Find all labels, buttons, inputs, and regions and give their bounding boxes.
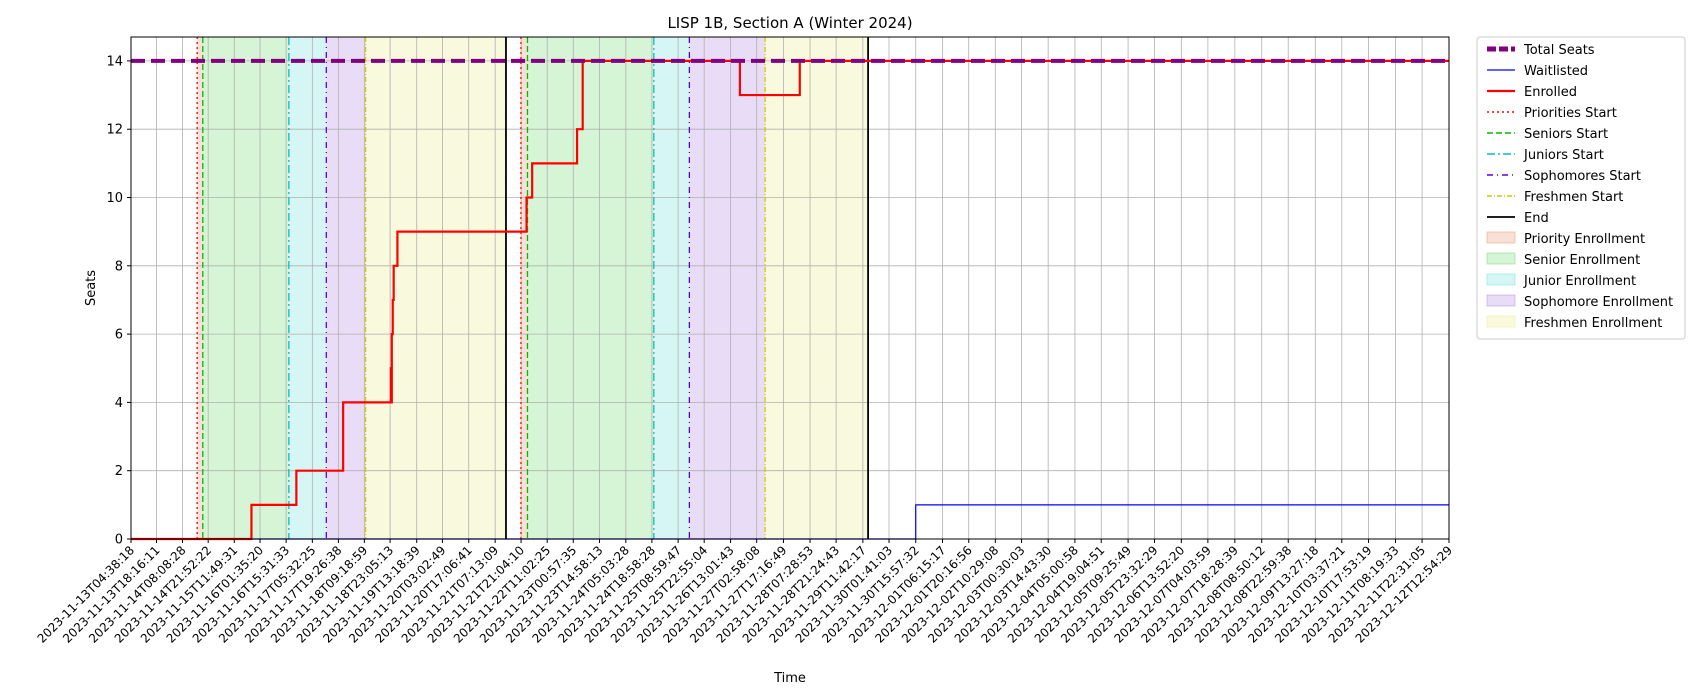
period-band-junior-enrollment-2: [653, 37, 690, 539]
legend-item: Senior Enrollment: [1486, 252, 1640, 268]
period-band-priority-enrollment-1: [197, 37, 203, 539]
legend-label: Enrolled: [1524, 85, 1577, 100]
plot-frame: [130, 36, 1450, 540]
y-tick-label: 2: [115, 464, 123, 479]
event-lines: [196, 37, 869, 539]
legend-box: [1476, 36, 1686, 340]
legend-label: Juniors Start: [1523, 148, 1604, 163]
y-tick-label: 14: [106, 54, 123, 69]
legend-item: Enrolled: [1487, 85, 1577, 100]
period-band-freshmen-enrollment-2: [765, 37, 869, 539]
chart-title: LISP 1B, Section A (Winter 2024): [667, 14, 912, 32]
legend: Total Seats Waitlisted Enrolled Priorities …: [1476, 36, 1686, 340]
legend-label: Sophomore Enrollment: [1524, 295, 1673, 310]
y-tick-label: 10: [106, 191, 123, 206]
legend-label: Sophomores Start: [1524, 169, 1641, 184]
legend-label: End: [1524, 211, 1549, 226]
legend-item: Seniors Start: [1487, 127, 1608, 142]
period-band-sophomore-enrollment-1: [326, 37, 366, 539]
legend-item: Junior Enrollment: [1486, 273, 1636, 289]
period-band-freshmen-enrollment-1: [365, 37, 506, 539]
legend-item: Sophomore Enrollment: [1486, 294, 1673, 310]
legend-item: Total Seats: [1487, 43, 1595, 58]
period-band-senior-enrollment-1: [202, 37, 289, 539]
legend-label: Total Seats: [1523, 43, 1595, 58]
y-axis-label: Seats: [84, 270, 99, 306]
legend-item: Freshmen Start: [1487, 190, 1623, 205]
legend-label: Senior Enrollment: [1524, 253, 1640, 268]
legend-label: Priority Enrollment: [1524, 232, 1645, 247]
legend-swatch-priority-enrollment: [1486, 231, 1516, 244]
legend-item: Juniors Start: [1487, 148, 1604, 163]
enrollment-periods: [197, 37, 869, 539]
legend-swatch-senior-enrollment: [1486, 252, 1516, 265]
legend-item: Freshmen Enrollment: [1486, 315, 1662, 331]
legend-label: Freshmen Start: [1524, 190, 1623, 205]
grid-lines: [130, 37, 1450, 540]
period-band-priority-enrollment-2: [520, 37, 528, 539]
legend-item: Priority Enrollment: [1486, 231, 1645, 247]
y-tick-label: 0: [115, 533, 123, 548]
legend-label: Junior Enrollment: [1523, 274, 1636, 289]
legend-label: Freshmen Enrollment: [1524, 316, 1662, 331]
legend-item: Waitlisted: [1487, 64, 1588, 79]
legend-item: End: [1487, 211, 1549, 226]
legend-swatch-freshmen-enrollment: [1486, 315, 1516, 328]
y-tick-label: 8: [115, 259, 123, 274]
period-band-sophomore-enrollment-2: [689, 37, 766, 539]
legend-label: Seniors Start: [1524, 127, 1608, 142]
legend-label: Waitlisted: [1524, 64, 1588, 79]
x-axis-label: Time: [773, 671, 806, 686]
legend-item: Sophomores Start: [1487, 169, 1641, 184]
series-line-enrolled: [131, 59, 1449, 541]
y-tick-label: 4: [115, 396, 123, 411]
legend-label: Priorities Start: [1524, 106, 1617, 121]
legend-item: Priorities Start: [1487, 106, 1617, 121]
y-axis: 0 2 4 6 8 10 12 14: [106, 54, 131, 548]
y-tick-label: 6: [115, 328, 123, 343]
x-axis: 2023-11-13T04:38:182023-11-13T18:16:1120…: [35, 539, 1455, 646]
legend-swatch-junior-enrollment: [1486, 273, 1516, 286]
period-band-senior-enrollment-2: [527, 37, 654, 539]
period-band-junior-enrollment-1: [288, 37, 327, 539]
y-tick-label: 12: [106, 123, 123, 138]
legend-swatch-sophomore-enrollment: [1486, 294, 1516, 307]
